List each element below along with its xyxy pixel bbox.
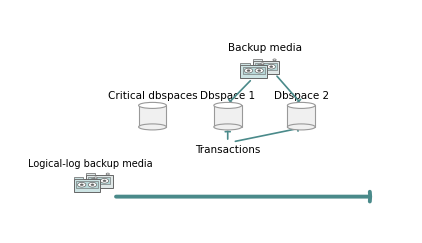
FancyBboxPatch shape: [86, 175, 113, 188]
FancyBboxPatch shape: [252, 59, 262, 61]
FancyBboxPatch shape: [86, 173, 95, 175]
Circle shape: [259, 66, 262, 68]
Circle shape: [257, 64, 265, 69]
Circle shape: [89, 178, 98, 183]
FancyBboxPatch shape: [138, 105, 166, 127]
FancyBboxPatch shape: [241, 63, 250, 65]
FancyBboxPatch shape: [74, 177, 83, 179]
Circle shape: [100, 178, 108, 183]
FancyBboxPatch shape: [252, 61, 279, 74]
Text: Dbspace 2: Dbspace 2: [274, 91, 329, 101]
Ellipse shape: [287, 102, 315, 108]
FancyBboxPatch shape: [214, 105, 242, 127]
FancyBboxPatch shape: [241, 65, 267, 78]
Circle shape: [103, 180, 106, 182]
Text: Dbspace 1: Dbspace 1: [200, 91, 255, 101]
Circle shape: [78, 182, 86, 187]
Circle shape: [88, 182, 97, 187]
Ellipse shape: [138, 102, 166, 108]
FancyBboxPatch shape: [255, 63, 277, 70]
Circle shape: [92, 180, 95, 182]
Circle shape: [80, 184, 83, 186]
Circle shape: [255, 68, 263, 73]
Ellipse shape: [138, 124, 166, 130]
Circle shape: [267, 64, 276, 69]
Text: Transactions: Transactions: [195, 145, 260, 155]
Circle shape: [94, 177, 97, 179]
Circle shape: [106, 173, 109, 175]
Ellipse shape: [214, 124, 242, 130]
Circle shape: [91, 184, 94, 186]
Circle shape: [258, 70, 261, 71]
Text: Backup media: Backup media: [228, 43, 302, 52]
FancyBboxPatch shape: [89, 177, 110, 184]
Circle shape: [244, 68, 253, 73]
FancyBboxPatch shape: [243, 67, 265, 74]
Circle shape: [261, 63, 264, 65]
Circle shape: [247, 70, 250, 71]
FancyBboxPatch shape: [74, 179, 100, 192]
Ellipse shape: [287, 124, 315, 130]
Text: Critical dbspaces: Critical dbspaces: [108, 91, 197, 101]
Circle shape: [270, 66, 273, 68]
FancyBboxPatch shape: [287, 105, 315, 127]
Circle shape: [273, 59, 276, 61]
Text: Logical-log backup media: Logical-log backup media: [28, 158, 153, 169]
FancyBboxPatch shape: [76, 181, 98, 188]
Ellipse shape: [214, 102, 242, 108]
